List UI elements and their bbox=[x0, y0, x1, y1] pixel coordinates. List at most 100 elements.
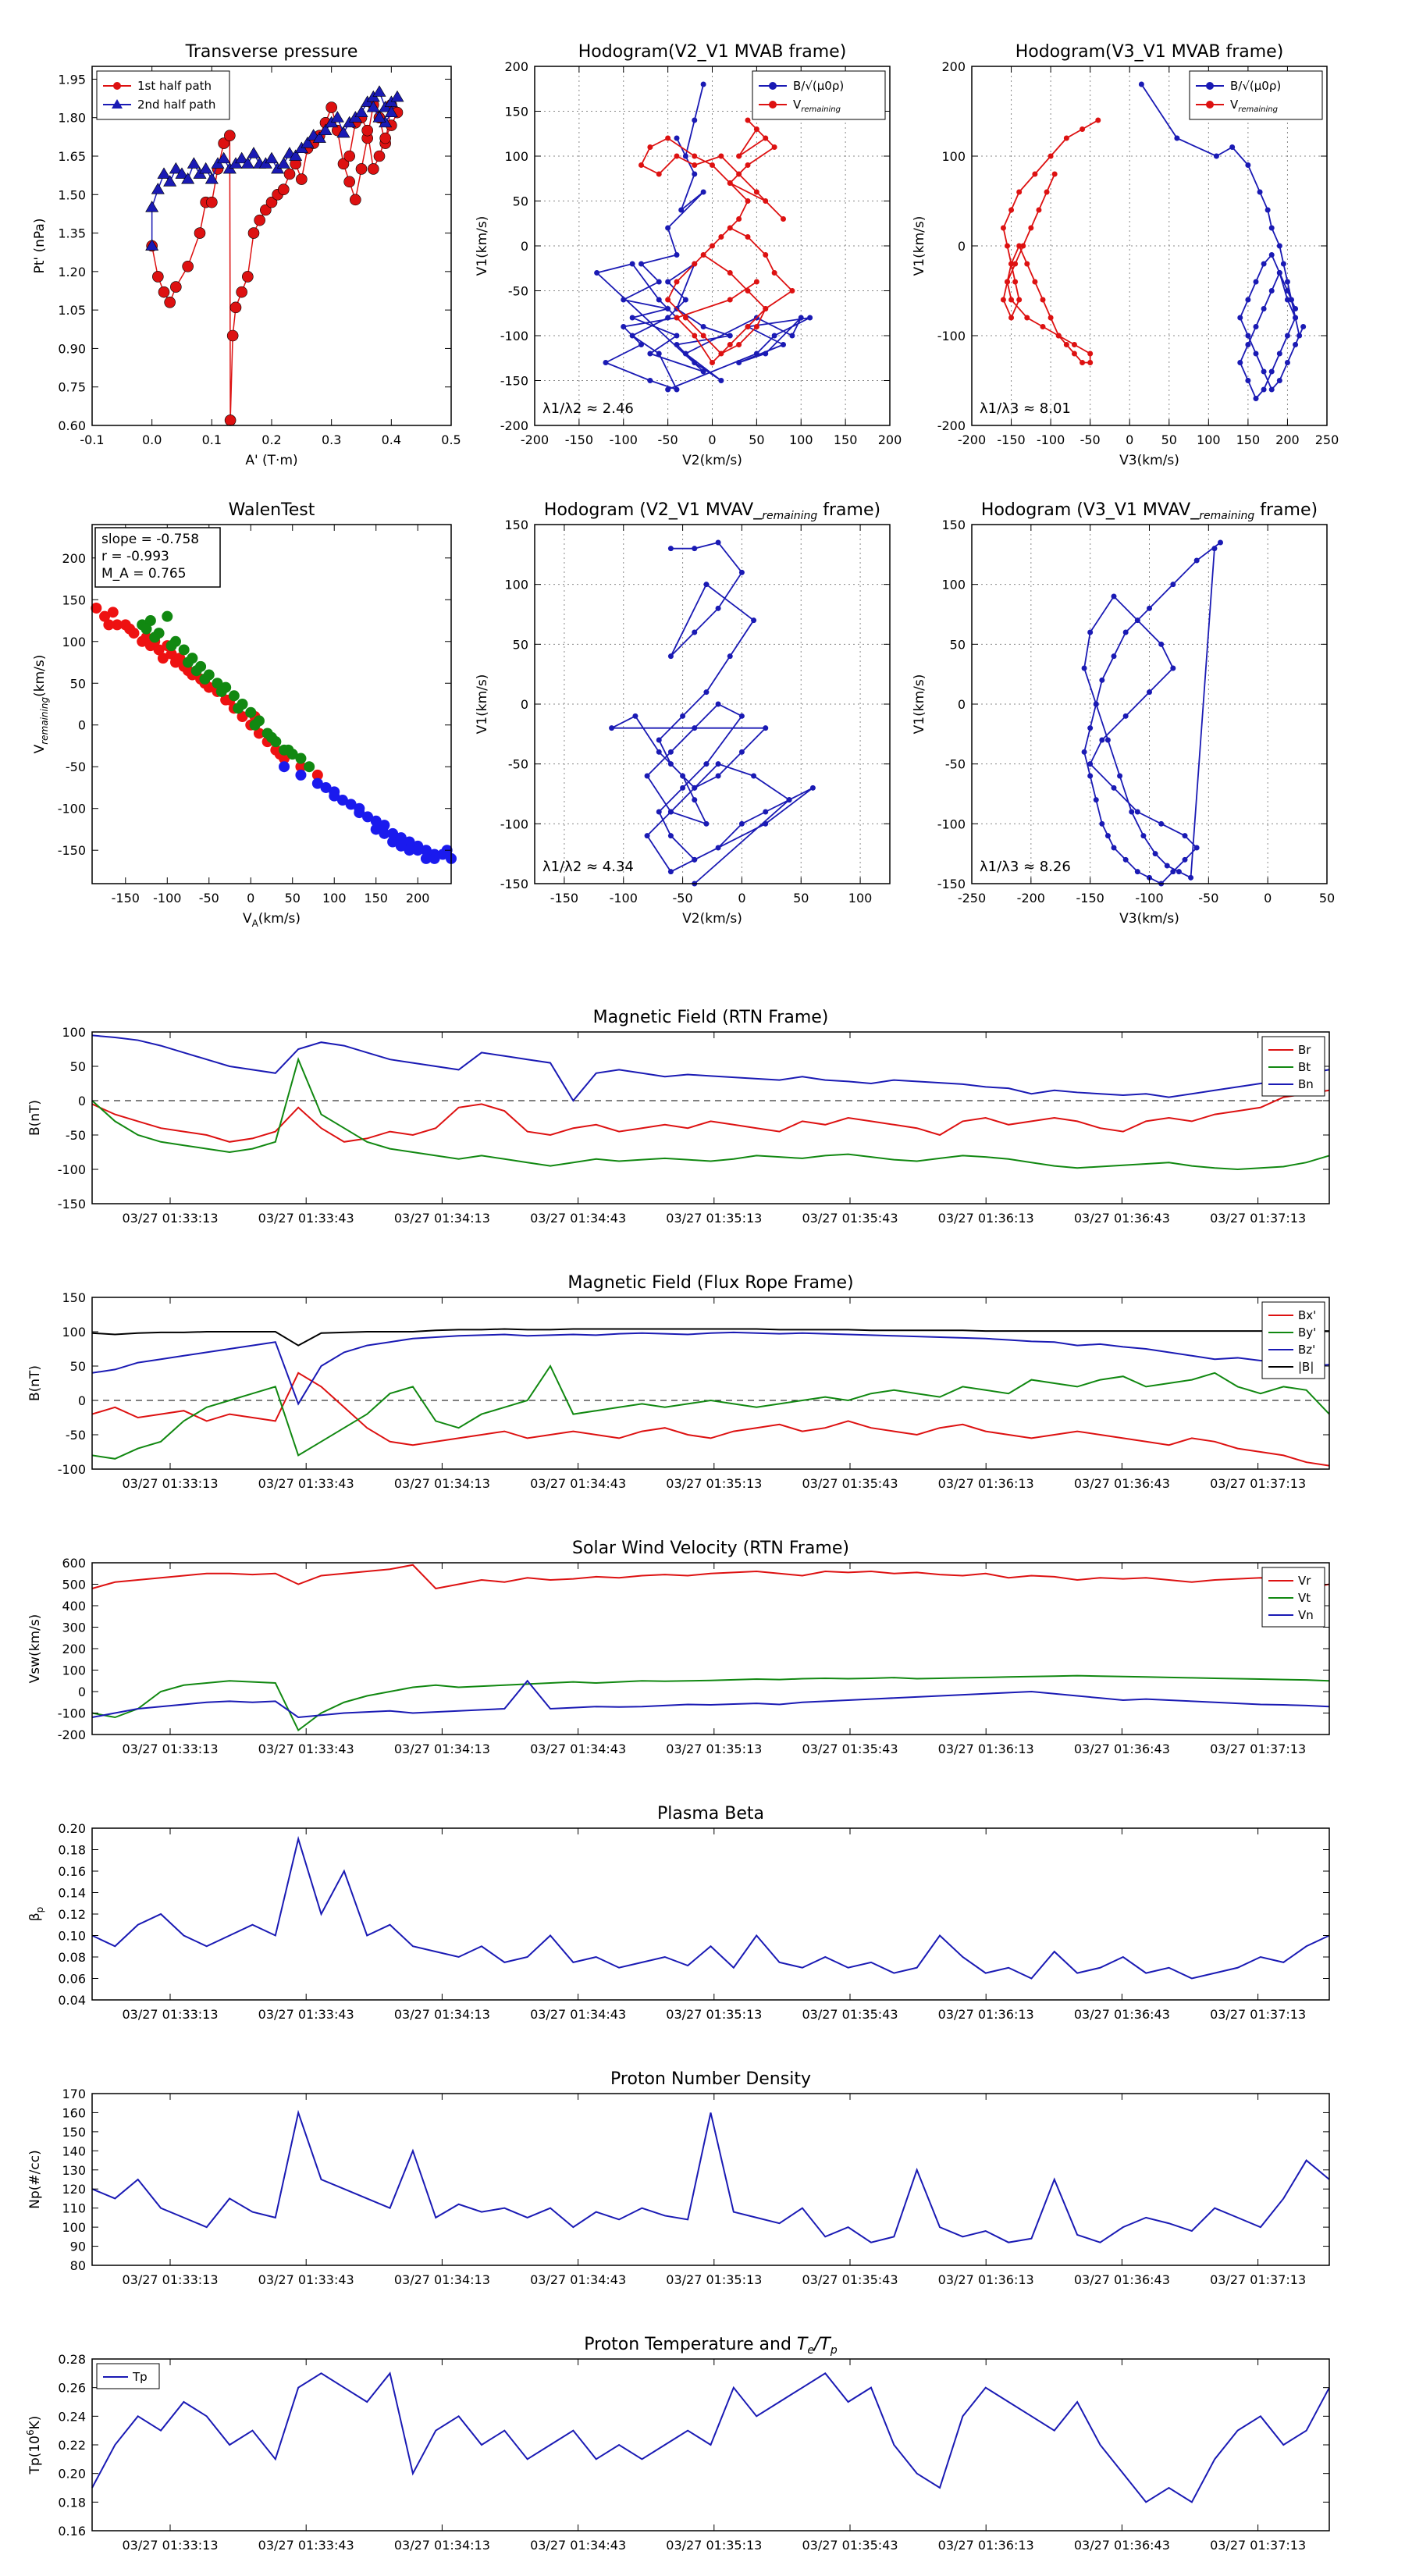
plot-frame bbox=[91, 1827, 1330, 2001]
y-tick-label: 1.95 bbox=[58, 72, 86, 87]
data-point bbox=[1095, 117, 1101, 123]
data-point bbox=[175, 167, 189, 179]
data-point bbox=[1071, 342, 1077, 347]
data-point bbox=[727, 297, 733, 303]
data-point bbox=[1170, 869, 1176, 875]
data-point bbox=[1048, 315, 1054, 321]
data-point bbox=[350, 194, 361, 206]
data-point bbox=[763, 809, 769, 815]
data-point bbox=[1174, 135, 1180, 141]
data-point bbox=[680, 785, 686, 791]
data-point bbox=[354, 807, 365, 819]
x-axis-label: V2(km/s) bbox=[682, 911, 742, 927]
data-point bbox=[1020, 243, 1026, 249]
data-point bbox=[674, 333, 680, 339]
legend: Bx' By' Bz' |B| bbox=[1261, 1301, 1325, 1379]
y-tick-label: 0.20 bbox=[58, 1821, 86, 1836]
x-tick-label: 03/27 01:37:13 bbox=[1210, 2007, 1306, 2022]
x-tick-label: 03/27 01:34:13 bbox=[394, 1742, 490, 1756]
x-tick-label: 03/27 01:36:13 bbox=[938, 1476, 1034, 1491]
data-point bbox=[667, 653, 674, 660]
data-point bbox=[727, 270, 733, 276]
y-tick-label: 0 bbox=[78, 1685, 86, 1699]
legend-label: Vt bbox=[1298, 1591, 1311, 1605]
chart-brtn: 03/27 01:33:13 03/27 01:33:43 03/27 01:34:… bbox=[27, 1025, 1330, 1226]
data-point bbox=[763, 135, 769, 141]
x-tick-label: 03/27 01:35:13 bbox=[666, 2007, 762, 2022]
x-tick-label: -100 bbox=[153, 891, 181, 906]
data-point bbox=[1268, 252, 1275, 258]
data-point bbox=[1268, 225, 1275, 231]
data-point bbox=[318, 123, 333, 136]
y-tick-label: 50 bbox=[950, 637, 966, 652]
chart-title: Hodogram (V2_V1 MVAV_remaining frame) bbox=[544, 500, 880, 522]
data-point bbox=[727, 653, 733, 660]
data-point bbox=[295, 761, 307, 773]
data-point bbox=[390, 90, 404, 102]
title-rest: frame) bbox=[1254, 500, 1318, 520]
data-point bbox=[295, 769, 307, 781]
data-point bbox=[736, 342, 742, 347]
y-tick-label: 0.26 bbox=[58, 2381, 86, 2396]
data-point bbox=[1176, 869, 1182, 875]
data-point bbox=[1268, 368, 1275, 375]
x-tick-label: 03/27 01:37:13 bbox=[1210, 2272, 1306, 2287]
x-tick-label: 03/27 01:33:13 bbox=[122, 1742, 218, 1756]
data-point bbox=[1032, 171, 1038, 177]
x-tick-label: 03/27 01:34:13 bbox=[394, 2007, 490, 2022]
data-point bbox=[656, 297, 662, 303]
plot-frame bbox=[91, 2093, 1330, 2266]
y-tick-label: 50 bbox=[70, 1059, 86, 1074]
y-tick-label: 0.12 bbox=[58, 1907, 86, 1922]
data-point bbox=[745, 324, 751, 329]
x-tick-label: 200 bbox=[1275, 432, 1300, 447]
data-point bbox=[1182, 833, 1188, 839]
data-point bbox=[1188, 874, 1194, 881]
data-point bbox=[253, 728, 265, 739]
x-tick-label: 03/27 01:35:13 bbox=[666, 1211, 762, 1226]
data-point bbox=[199, 673, 211, 685]
data-point bbox=[1063, 135, 1069, 141]
data-point bbox=[1087, 629, 1094, 635]
data-point bbox=[807, 315, 813, 321]
y-tick-label: 0.20 bbox=[58, 2467, 86, 2482]
data-point bbox=[1016, 297, 1023, 303]
series-line-B-0- bbox=[595, 84, 811, 391]
data-point bbox=[771, 333, 777, 339]
data-point bbox=[736, 153, 742, 159]
legend: Tp bbox=[96, 2363, 160, 2389]
x-axis-label: V3(km/s) bbox=[1119, 911, 1179, 927]
data-point bbox=[1008, 261, 1015, 267]
x-tick-label: 0.0 bbox=[142, 432, 162, 447]
data-point bbox=[1005, 279, 1010, 285]
y-tick-label: 150 bbox=[62, 2125, 86, 2140]
data-point bbox=[1276, 243, 1282, 249]
data-point bbox=[1164, 863, 1170, 869]
data-point bbox=[1008, 315, 1015, 321]
data-point bbox=[163, 175, 177, 187]
data-point bbox=[384, 105, 398, 118]
data-point bbox=[1300, 324, 1307, 329]
series-line-V_remaining bbox=[1083, 542, 1222, 885]
data-point bbox=[1280, 261, 1286, 267]
data-point bbox=[647, 144, 653, 150]
legend-label: By' bbox=[1298, 1325, 1316, 1340]
data-point bbox=[771, 270, 777, 276]
x-tick-label: 03/27 01:34:43 bbox=[530, 2272, 626, 2287]
data-point bbox=[1040, 324, 1046, 329]
y-tick-label: 0 bbox=[521, 239, 528, 254]
chart-title: Magnetic Field (RTN Frame) bbox=[593, 1008, 829, 1027]
data-point bbox=[1028, 225, 1034, 231]
x-tick-label: 03/27 01:36:13 bbox=[938, 1742, 1034, 1756]
data-point bbox=[667, 833, 674, 839]
y-tick-label: -200 bbox=[58, 1727, 86, 1742]
data-point bbox=[355, 163, 368, 175]
x-tick-label: -100 bbox=[1037, 432, 1065, 447]
data-point bbox=[682, 350, 688, 357]
y-tick-label: 0.06 bbox=[58, 1972, 86, 1987]
x-tick-label: 03/27 01:37:13 bbox=[1210, 2538, 1306, 2553]
data-point bbox=[1276, 270, 1282, 276]
y-tick-label: 0 bbox=[78, 1094, 86, 1108]
series-line-Br bbox=[91, 1089, 1330, 1143]
y-tick-label: 0 bbox=[78, 1393, 86, 1408]
